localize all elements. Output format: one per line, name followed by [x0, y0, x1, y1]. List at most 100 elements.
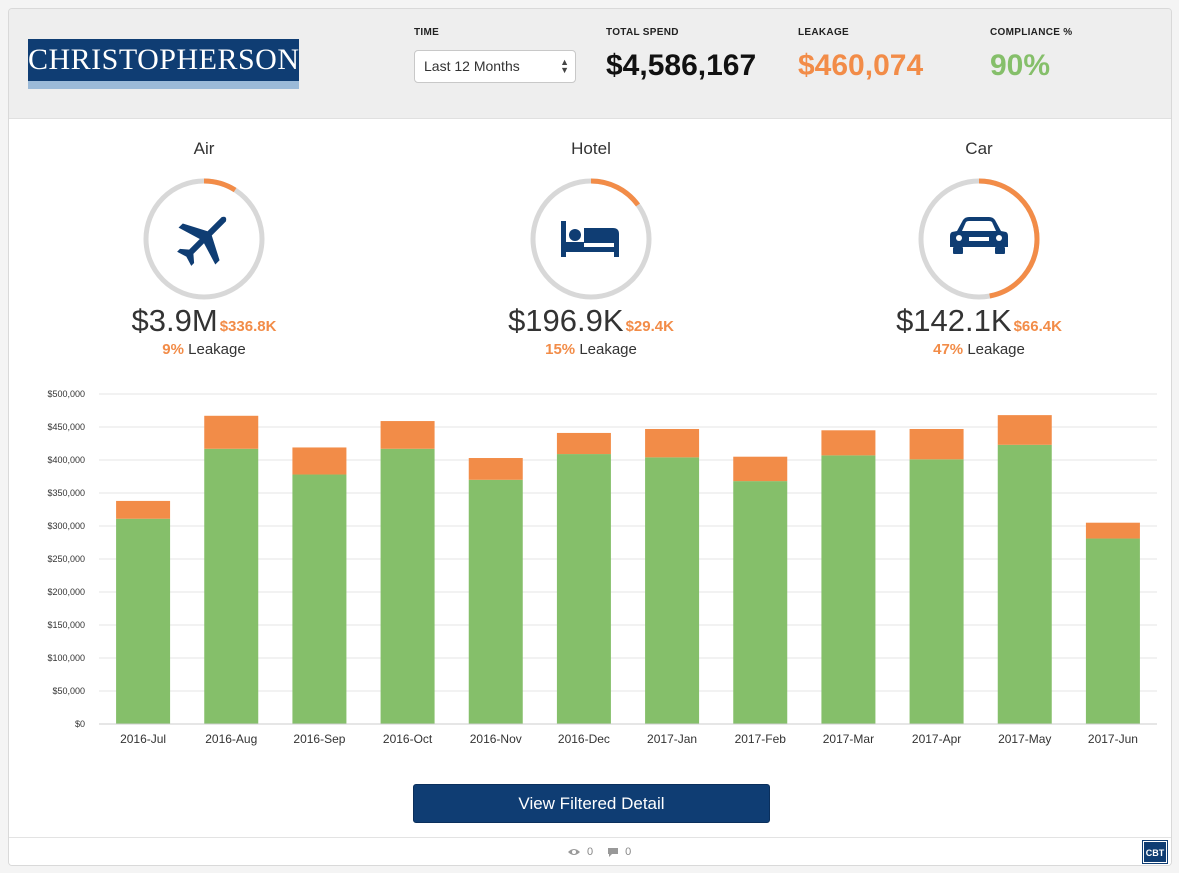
- car-spend: $142.1K: [896, 303, 1012, 338]
- cbt-badge[interactable]: CBT: [1142, 840, 1168, 864]
- hotel-leakage-ring: [530, 178, 652, 300]
- y-tick-label: $0: [75, 719, 85, 729]
- air-leak-amount: $336.8K: [219, 318, 277, 335]
- x-tick-label: 2016-Jul: [120, 732, 166, 746]
- bar-compliant: [997, 444, 1052, 724]
- y-tick-label: $300,000: [47, 521, 85, 531]
- footer-stats: 0 0: [567, 846, 631, 858]
- x-tick-label: 2016-Nov: [470, 732, 522, 746]
- leakage-value: $460,074: [798, 49, 924, 82]
- x-tick-label: 2016-Oct: [383, 732, 433, 746]
- y-tick-label: $400,000: [47, 455, 85, 465]
- category-title: Car: [965, 139, 993, 158]
- bar-leakage: [645, 428, 700, 458]
- y-tick-label: $100,000: [47, 653, 85, 663]
- y-tick-label: $50,000: [52, 686, 85, 696]
- car-leak-pct: 47%: [933, 341, 964, 358]
- ring-leak-arc: [530, 178, 652, 300]
- x-tick-label: 2016-Dec: [558, 732, 610, 746]
- total-spend-label: TOTAL SPEND: [606, 27, 679, 38]
- category-leak: 15% Leakage: [471, 341, 711, 358]
- category-title: Hotel: [571, 139, 611, 158]
- y-tick-label: $350,000: [47, 488, 85, 498]
- y-tick-label: $450,000: [47, 422, 85, 432]
- leak-label: Leakage: [579, 341, 637, 358]
- time-select[interactable]: Last 12 Months ▲ ▼: [414, 50, 576, 83]
- air-spend: $3.9M: [131, 303, 218, 338]
- bar-compliant: [556, 454, 611, 724]
- compliance-label: COMPLIANCE %: [990, 27, 1073, 38]
- bar-compliant: [116, 518, 171, 724]
- bar-compliant: [821, 455, 876, 724]
- dashboard-header: CHRISTOPHERSON TIME Last 12 Months ▲ ▼ TO…: [9, 9, 1171, 119]
- bar-compliant: [645, 457, 700, 724]
- bar-leakage: [292, 447, 347, 475]
- ring-leak-arc: [918, 178, 1040, 300]
- x-tick-label: 2017-Jan: [647, 732, 697, 746]
- leak-label: Leakage: [188, 341, 246, 358]
- bar-leakage: [997, 415, 1052, 445]
- x-tick-label: 2016-Aug: [205, 732, 257, 746]
- monthly-spend-chart: $0 $50,000 $100,000 $150,000 $200,000 $250,00…: [47, 389, 1157, 746]
- hotel-leak-amount: $29.4K: [625, 318, 674, 335]
- leak-label: Leakage: [967, 341, 1025, 358]
- view-filtered-detail-button[interactable]: View Filtered Detail: [413, 784, 770, 823]
- hotel-spend: $196.9K: [508, 303, 624, 338]
- time-select-value: Last 12 Months: [424, 58, 520, 74]
- footer: 0 0 CBT: [9, 837, 1171, 865]
- bar-leakage: [909, 428, 964, 460]
- bar-leakage: [1085, 522, 1140, 539]
- x-tick-label: 2017-Apr: [912, 732, 961, 746]
- air-leakage-ring: [143, 178, 265, 300]
- select-arrows-icon: ▲ ▼: [560, 57, 569, 75]
- category-amount: $142.1K $66.4K: [859, 303, 1099, 339]
- air-leak-pct: 9%: [162, 341, 184, 358]
- y-tick-label: $250,000: [47, 554, 85, 564]
- company-logo: CHRISTOPHERSON: [28, 39, 299, 89]
- category-car[interactable]: Car $142.1K $66.4K 47% Leakage: [859, 139, 1099, 358]
- x-tick-label: 2017-Jun: [1088, 732, 1138, 746]
- comment-count: 0: [625, 846, 632, 858]
- car-leakage-ring: [918, 178, 1040, 300]
- bar-compliant: [909, 459, 964, 724]
- dashboard-frame: CHRISTOPHERSON TIME Last 12 Months ▲ ▼ TO…: [8, 8, 1172, 866]
- logo-stripe: [28, 81, 299, 89]
- airplane-icon: [177, 216, 227, 266]
- leakage-label: LEAKAGE: [798, 27, 849, 38]
- category-leak: 47% Leakage: [859, 341, 1099, 358]
- y-tick-label: $200,000: [47, 587, 85, 597]
- bar-leakage: [556, 432, 611, 455]
- time-label: TIME: [414, 27, 440, 38]
- category-hotel[interactable]: Hotel $196.9K $29.4K 15% Leakage: [471, 139, 711, 358]
- comment-icon: [608, 847, 619, 857]
- view-count: 0: [587, 846, 594, 858]
- bar-leakage: [821, 430, 876, 456]
- eye-icon: [568, 849, 580, 855]
- hotel-leak-pct: 15%: [545, 341, 576, 358]
- bar-compliant: [204, 448, 259, 724]
- bar-leakage: [204, 415, 259, 449]
- compliance-value: 90%: [990, 49, 1051, 82]
- y-tick-label: $150,000: [47, 620, 85, 630]
- bed-icon: [561, 221, 619, 257]
- bar-leakage: [468, 458, 523, 480]
- car-icon: [950, 217, 1008, 254]
- x-tick-label: 2017-Mar: [823, 732, 874, 746]
- bar-leakage: [380, 421, 435, 449]
- bar-compliant: [733, 481, 788, 724]
- car-leak-amount: $66.4K: [1013, 318, 1062, 335]
- category-amount: $196.9K $29.4K: [471, 303, 711, 339]
- category-air[interactable]: Air $3.9M $336.8K 9% Leakage: [84, 139, 324, 358]
- bar-leakage: [116, 500, 171, 519]
- category-amount: $3.9M $336.8K: [84, 303, 324, 339]
- bar-compliant: [468, 479, 523, 724]
- x-tick-label: 2017-Feb: [735, 732, 787, 746]
- logo-text: CHRISTOPHERSON: [28, 39, 299, 81]
- bar-compliant: [380, 448, 435, 724]
- bar-compliant: [292, 474, 347, 724]
- x-tick-label: 2017-May: [998, 732, 1051, 746]
- category-leak: 9% Leakage: [84, 341, 324, 358]
- total-spend-value: $4,586,167: [606, 49, 757, 82]
- x-tick-label: 2016-Sep: [293, 732, 345, 746]
- y-tick-label: $500,000: [47, 389, 85, 399]
